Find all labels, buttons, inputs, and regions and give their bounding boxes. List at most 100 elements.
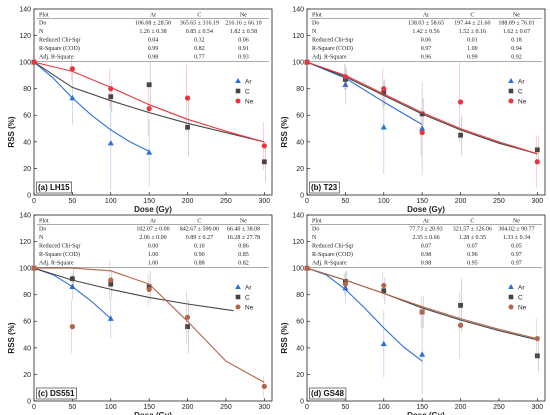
data-point bbox=[184, 95, 191, 101]
panel-label-box bbox=[36, 181, 72, 194]
x-tick-label: 250 bbox=[220, 404, 232, 411]
table-cell: 0.07 bbox=[421, 244, 432, 250]
table-cell: 1.82 ± 0.58 bbox=[230, 29, 257, 35]
table-cell: 0.88 bbox=[194, 260, 205, 266]
table-cell: 0.90 bbox=[194, 252, 205, 258]
x-tick-label: 250 bbox=[220, 198, 232, 205]
legend: Ar C Ne bbox=[235, 78, 254, 105]
data-point bbox=[261, 383, 267, 389]
data-point bbox=[534, 335, 540, 342]
table-cell: 0.95 bbox=[467, 260, 478, 266]
table-cell: 304.02 ± 90.77 bbox=[498, 227, 534, 233]
data-point bbox=[458, 132, 463, 138]
x-tick-label: 50 bbox=[341, 404, 349, 411]
table-cell: 102.07 ± 0.00 bbox=[136, 227, 169, 233]
legend-label: C bbox=[245, 294, 250, 301]
x-axis-title: Dose (Gy) bbox=[407, 411, 445, 415]
series-Ne bbox=[304, 59, 540, 189]
legend-label: Ar bbox=[518, 78, 525, 85]
table-cell: Reduced Chi-Sqr bbox=[39, 244, 81, 250]
data-point bbox=[31, 59, 37, 65]
table-cell: Do bbox=[312, 21, 319, 27]
panel-3: 0 20 40 60 80 100 120 140 0 50 100 150 200 250 300 Dose… bbox=[280, 212, 546, 415]
table-cell: 0.04 bbox=[148, 38, 159, 44]
table-column-header: Plot bbox=[39, 12, 49, 18]
table-cell: 365.65 ± 316.19 bbox=[180, 21, 219, 27]
y-tick-label: 60 bbox=[23, 319, 31, 326]
data-point bbox=[342, 284, 349, 291]
x-tick-label: 150 bbox=[143, 404, 155, 411]
y-tick-label: 40 bbox=[296, 139, 304, 146]
table-column-header: Ar bbox=[150, 218, 156, 224]
fit-line bbox=[33, 61, 265, 143]
fit-line bbox=[306, 61, 423, 126]
table-cell: 0.07 bbox=[467, 244, 478, 250]
legend-marker bbox=[508, 304, 514, 310]
table-cell: 0.06 bbox=[421, 38, 432, 44]
plot-frame bbox=[306, 8, 546, 196]
table-cell: 1.42 ± 0.56 bbox=[412, 29, 439, 35]
table-cell: 0.77 bbox=[194, 54, 205, 60]
x-tick-label: 250 bbox=[493, 198, 505, 205]
table-cell: 216.16 ± 66.10 bbox=[225, 21, 261, 27]
legend-marker bbox=[235, 304, 241, 310]
legend-label: Ne bbox=[518, 98, 527, 105]
legend-label: C bbox=[518, 294, 523, 301]
data-point bbox=[108, 94, 114, 100]
data-point bbox=[108, 281, 114, 287]
table-cell: Reduced Chi-Sqr bbox=[312, 244, 354, 250]
data-point bbox=[108, 86, 114, 92]
data-point bbox=[380, 340, 387, 347]
legend-label: Ar bbox=[245, 284, 252, 291]
fit-line bbox=[33, 267, 234, 312]
y-tick-label: 80 bbox=[296, 292, 304, 299]
table-cell: 1.62 ± 0.67 bbox=[503, 29, 530, 35]
y-axis-title: RSS (%) bbox=[280, 116, 289, 147]
y-tick-label: 120 bbox=[19, 239, 31, 246]
y-tick-label: 20 bbox=[23, 372, 31, 379]
table-cell: 77.73 ± 20.93 bbox=[409, 227, 442, 233]
y-tick-label: 100 bbox=[19, 266, 31, 273]
data-point bbox=[381, 288, 387, 294]
table-cell: Reduced Chi-Sqr bbox=[39, 38, 81, 44]
table-cell: 1.00 bbox=[467, 46, 478, 52]
panel-0: 0 20 40 60 80 100 120 140 0 50 100 150 200 250 300 Dose… bbox=[7, 6, 273, 214]
y-tick-label: 40 bbox=[23, 345, 31, 352]
data-point bbox=[458, 302, 463, 308]
y-tick-label: 140 bbox=[292, 6, 304, 13]
x-tick-label: 150 bbox=[416, 404, 428, 411]
table-cell: 0.05 bbox=[511, 244, 522, 250]
table-column-header: Ne bbox=[240, 12, 247, 18]
table-cell: 188.89 ± 76.01 bbox=[498, 21, 534, 27]
x-tick-label: 300 bbox=[258, 404, 270, 411]
legend-marker bbox=[235, 294, 241, 300]
data-point bbox=[380, 124, 387, 130]
table-cell: R-Square (COD) bbox=[39, 251, 80, 258]
data-point bbox=[457, 99, 464, 105]
legend-label: Ar bbox=[245, 78, 252, 85]
data-point bbox=[107, 139, 114, 146]
table-cell: 66.40 ± 38.08 bbox=[227, 227, 260, 233]
x-tick-label: 100 bbox=[105, 404, 117, 411]
panel-label-box bbox=[309, 181, 340, 194]
fit-line bbox=[33, 61, 150, 152]
x-tick-label: 50 bbox=[68, 198, 76, 205]
table-cell: 0.97 bbox=[511, 260, 522, 266]
series-Ar bbox=[304, 264, 426, 395]
table-column-header: C bbox=[197, 12, 201, 18]
data-point bbox=[146, 284, 152, 290]
stats-table: Plot Ar C Ne Do 102.07 ± 0.00 842.67 ± 590.00 6… bbox=[37, 218, 269, 268]
table-cell: 0.86 bbox=[238, 244, 249, 250]
series-Ar bbox=[304, 58, 426, 176]
data-point bbox=[108, 277, 114, 283]
table-cell: 0.00 bbox=[148, 244, 159, 250]
table-cell: 1.00 bbox=[148, 260, 159, 266]
table-cell: 2.06 ± 0.00 bbox=[139, 235, 166, 241]
y-axis-title: RSS (%) bbox=[280, 322, 289, 353]
table-column-header: Ar bbox=[423, 218, 429, 224]
table-cell: 0.97 bbox=[421, 46, 432, 52]
table-cell: R-Square (COD) bbox=[39, 45, 80, 52]
x-tick-label: 0 bbox=[32, 404, 36, 411]
table-column-header: Ne bbox=[240, 218, 247, 224]
stats-table: Plot Ar C Ne Do 106.08 ± 28.50 365.65 ± 316.19… bbox=[37, 12, 269, 62]
